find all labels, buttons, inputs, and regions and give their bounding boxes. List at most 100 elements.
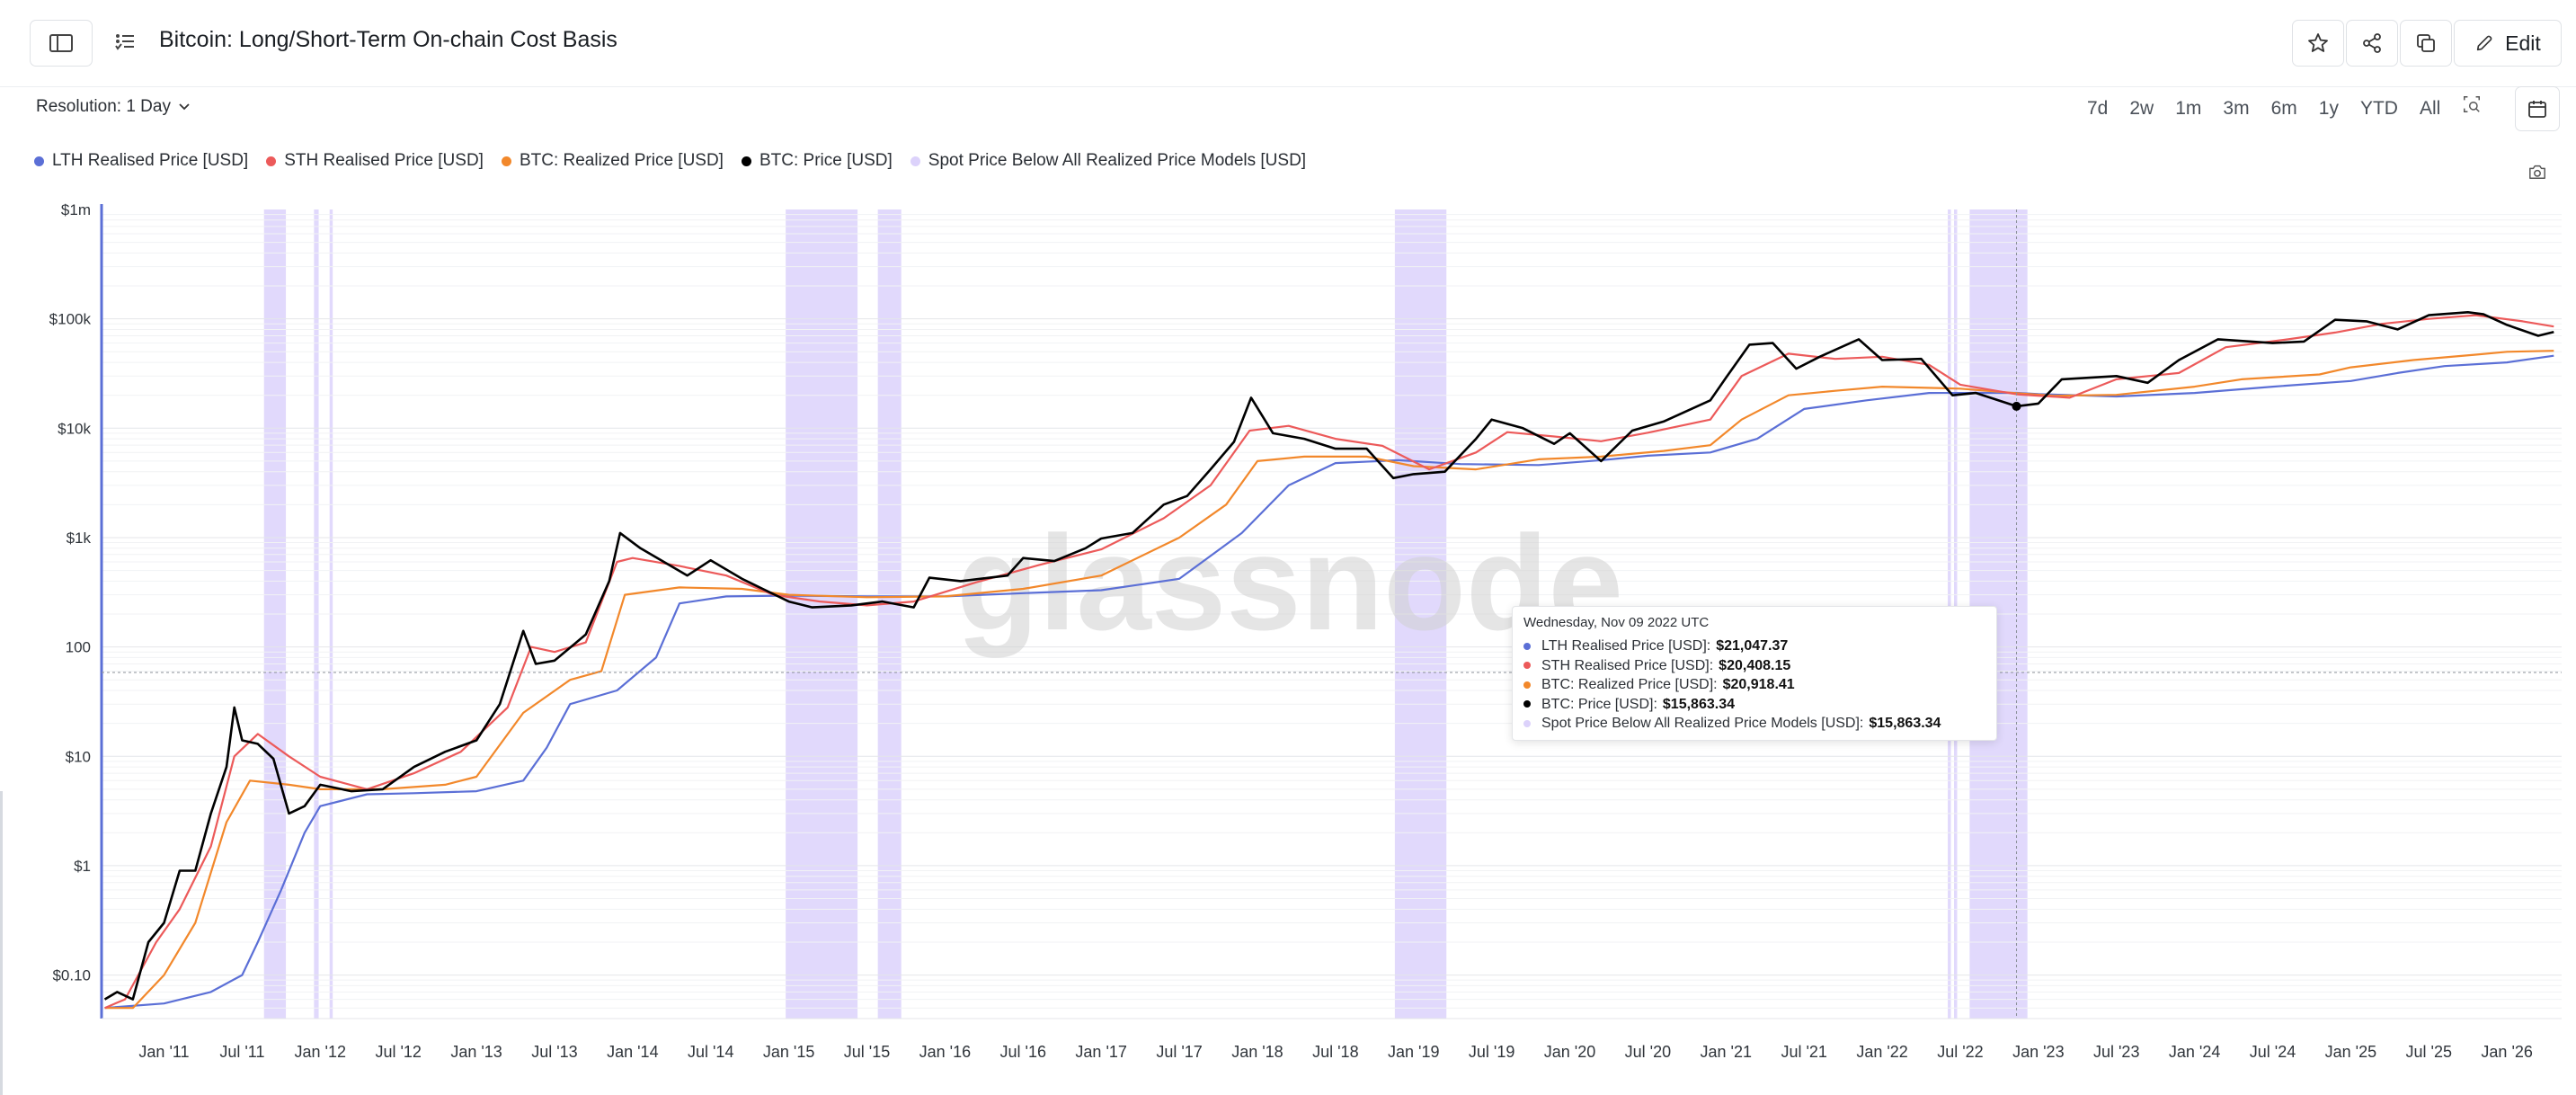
y-tick-label: $10k (58, 420, 91, 437)
legend-label: STH Realised Price [USD] (284, 151, 484, 170)
series-lines (103, 311, 2554, 1010)
y-tick-label: $100k (49, 311, 92, 328)
edit-button[interactable]: Edit (2454, 20, 2562, 67)
x-tick-label: Jul '21 (1781, 1043, 1826, 1061)
series-line-price (103, 311, 2554, 1001)
calendar-icon (2528, 101, 2546, 118)
page-title: Bitcoin: Long/Short-Term On-chain Cost B… (159, 27, 617, 52)
copy-icon (2417, 34, 2435, 52)
x-tick-label: Jul '17 (1156, 1043, 1202, 1061)
sidebar-icon (49, 34, 73, 52)
legend-dot (501, 156, 511, 166)
x-tick-label: Jul '23 (2093, 1043, 2139, 1061)
x-tick-label: Jul '24 (2250, 1043, 2296, 1061)
legend-label: BTC: Price [USD] (759, 151, 893, 170)
legend-dot (266, 156, 277, 166)
range-all[interactable]: All (2419, 98, 2441, 119)
crosshair (102, 209, 2562, 1019)
x-tick-label: Jul '25 (2406, 1043, 2452, 1061)
share-icon (2363, 33, 2381, 53)
tooltip-label: STH Realised Price [USD]: (1541, 657, 1714, 673)
tooltip-label: BTC: Price [USD]: (1541, 696, 1657, 712)
tooltip-date: Wednesday, Nov 09 2022 UTC (1523, 615, 1710, 630)
tooltip-row-spot-below: Spot Price Below All Realized Price Mode… (1523, 714, 1985, 734)
x-tick-label: Jan '17 (1075, 1043, 1126, 1061)
resolution-label: Resolution: 1 Day (36, 97, 171, 116)
legend-item-realized[interactable]: BTC: Realized Price [USD] (501, 151, 724, 171)
screenshot-button[interactable] (2518, 155, 2556, 189)
tooltip-dot (1523, 662, 1531, 670)
legend-dot (34, 156, 44, 166)
range-7d[interactable]: 7d (2087, 98, 2109, 119)
x-tick-label: Jul '11 (219, 1043, 264, 1061)
camera-icon (2529, 165, 2545, 179)
y-tick-label: $1k (67, 530, 92, 547)
series-line-lth (104, 354, 2554, 1010)
legend-label: LTH Realised Price [USD] (52, 151, 249, 170)
legend-item-price[interactable]: BTC: Price [USD] (741, 151, 893, 171)
metric-settings-icon[interactable] (114, 31, 138, 57)
x-tick-label: Jan '11 (138, 1043, 189, 1061)
tooltip-row-realized: BTC: Realized Price [USD]: $20,918.41 (1523, 675, 1985, 695)
tooltip-row-lth: LTH Realised Price [USD]: $21,047.37 (1523, 637, 1985, 656)
tooltip-label: LTH Realised Price [USD]: (1541, 638, 1711, 654)
range-1y[interactable]: 1y (2318, 98, 2339, 119)
x-tick-label: Jul '22 (1937, 1043, 1983, 1061)
legend-item-lth[interactable]: LTH Realised Price [USD] (34, 151, 248, 171)
tooltip-value: $20,918.41 (1722, 677, 1795, 692)
x-tick-label: Jan '12 (295, 1043, 346, 1061)
calendar-button[interactable] (2515, 86, 2560, 131)
range-ytd[interactable]: YTD (2359, 98, 2398, 119)
x-tick-label: Jan '16 (919, 1043, 971, 1061)
tooltip-dot (1523, 642, 1531, 650)
y-tick-label: $1m (61, 201, 91, 218)
sidebar-toggle-button[interactable] (30, 20, 93, 67)
tooltip-row-price: BTC: Price [USD]: $15,863.34 (1523, 695, 1985, 715)
tooltip-value: $21,047.37 (1716, 638, 1789, 654)
chart-tooltip: Wednesday, Nov 09 2022 UTC LTH Realised … (1512, 606, 1997, 741)
chart-legend: LTH Realised Price [USD] STH Realised Pr… (34, 151, 1306, 171)
tooltip-dot (1523, 681, 1531, 689)
edit-label: Edit (2505, 31, 2541, 55)
x-tick-label: Jan '15 (763, 1043, 814, 1061)
favorite-button[interactable] (2292, 20, 2344, 67)
legend-label: Spot Price Below All Realized Price Mode… (928, 151, 1307, 170)
legend-item-spot-below[interactable]: Spot Price Below All Realized Price Mode… (910, 151, 1306, 171)
range-2w[interactable]: 2w (2129, 98, 2154, 119)
x-tick-label: Jan '22 (1856, 1043, 1907, 1061)
legend-label: BTC: Realized Price [USD] (519, 151, 724, 170)
chart-area[interactable]: glassnode $1m$100k$10k$1k100$10$1$0.10Ja… (0, 193, 2576, 1095)
range-3m[interactable]: 3m (2223, 98, 2250, 119)
tooltip-row-sth: STH Realised Price [USD]: $20,408.15 (1523, 656, 1985, 676)
legend-item-sth[interactable]: STH Realised Price [USD] (266, 151, 484, 171)
x-tick-label: Jul '15 (844, 1043, 890, 1061)
y-tick-label: $0.10 (52, 967, 91, 984)
x-tick-label: Jan '25 (2325, 1043, 2376, 1061)
tooltip-value: $15,863.34 (1662, 696, 1735, 712)
x-tick-label: Jul '14 (688, 1043, 733, 1061)
chevron-down-icon (179, 103, 190, 111)
star-icon (2308, 33, 2328, 52)
x-tick-label: Jul '18 (1312, 1043, 1358, 1061)
x-tick-label: Jan '24 (2169, 1043, 2220, 1061)
x-tick-label: Jul '13 (531, 1043, 577, 1061)
x-tick-label: Jan '26 (2481, 1043, 2532, 1061)
range-6m[interactable]: 6m (2270, 98, 2297, 119)
x-tick-label: Jan '14 (607, 1043, 658, 1061)
x-tick-label: Jan '20 (1544, 1043, 1595, 1061)
series-line-sth (104, 314, 2554, 1010)
x-tick-label: Jul '12 (375, 1043, 421, 1061)
duplicate-button[interactable] (2400, 20, 2452, 67)
range-selector: 7d 2w 1m 3m 6m 1y YTD All (2076, 90, 2492, 128)
x-tick-label: Jul '20 (1625, 1043, 1671, 1061)
x-tick-label: Jul '16 (1000, 1043, 1046, 1061)
tooltip-dot (1523, 700, 1531, 708)
resolution-dropdown[interactable]: Resolution: 1 Day (36, 97, 191, 117)
range-1m[interactable]: 1m (2175, 98, 2202, 119)
zoom-select-button[interactable] (2451, 90, 2492, 128)
x-tick-label: Jul '19 (1469, 1043, 1515, 1061)
y-tick-label: $1 (74, 858, 91, 875)
grid-lines (102, 214, 2562, 1019)
share-button[interactable] (2346, 20, 2398, 67)
x-tick-label: Jan '21 (1701, 1043, 1752, 1061)
